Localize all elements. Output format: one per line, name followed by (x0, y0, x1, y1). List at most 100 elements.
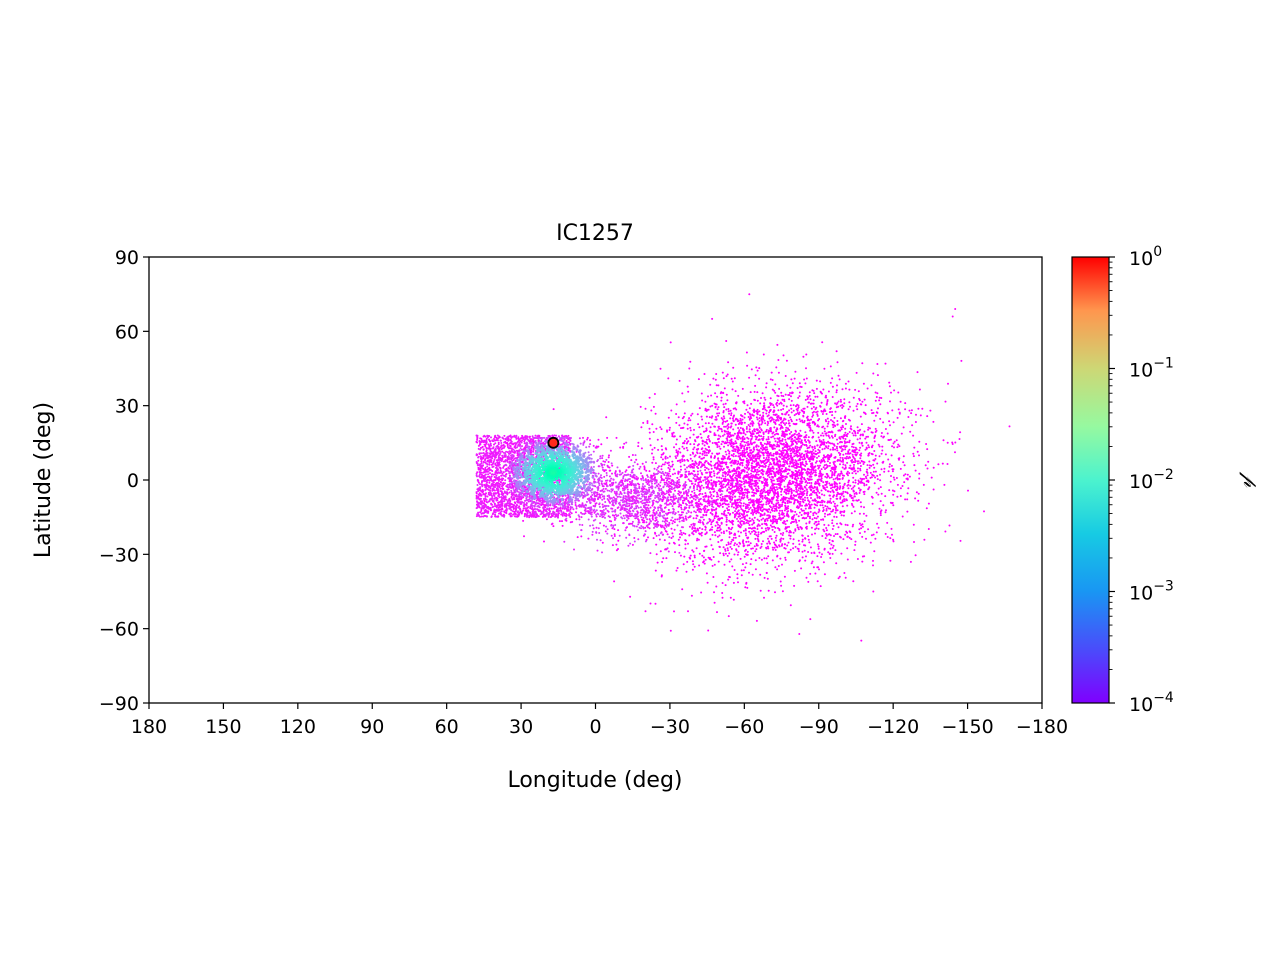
scatter-point (744, 491, 747, 494)
scatter-point (671, 435, 674, 438)
scatter-point (825, 533, 828, 535)
scatter-point (813, 423, 816, 426)
scatter-point (922, 483, 925, 486)
scatter-point (892, 538, 895, 541)
scatter-point (793, 377, 796, 380)
scatter-point (681, 588, 684, 591)
scatter-point (701, 425, 704, 428)
scatter-point (835, 350, 838, 353)
scatter-point (846, 558, 849, 561)
scatter-point (760, 435, 763, 438)
scatter-point (763, 447, 766, 450)
scatter-point (834, 533, 837, 536)
scatter-point (832, 500, 835, 503)
scatter-point (730, 477, 733, 480)
scatter-point (756, 462, 759, 464)
scatter-point (884, 362, 887, 365)
scatter-point (726, 507, 729, 510)
scatter-point (694, 454, 697, 457)
scatter-point (707, 395, 709, 398)
scatter-point (648, 470, 651, 473)
scatter-point (858, 528, 861, 531)
scatter-point (664, 524, 667, 527)
scatter-point (789, 475, 792, 478)
scatter-point (784, 556, 787, 559)
scatter-point (769, 524, 772, 527)
scatter-point (823, 500, 826, 503)
scatter-point (841, 477, 844, 479)
scatter-point (781, 563, 783, 566)
scatter-point (859, 467, 862, 470)
scatter-point (815, 387, 818, 390)
scatter-point (831, 539, 834, 542)
scatter-point (766, 562, 769, 565)
scatter-point (700, 448, 703, 451)
scatter-point (818, 491, 821, 494)
scatter-point (709, 557, 711, 559)
scatter-point (725, 340, 728, 342)
scatter-point (815, 379, 818, 382)
scatter-point (729, 475, 732, 478)
scatter-point (753, 460, 756, 463)
scatter-point (834, 549, 837, 552)
scatter-point (873, 419, 876, 422)
scatter-point (924, 464, 927, 467)
scatter-point (766, 514, 769, 517)
scatter-point (710, 460, 712, 463)
scatter-point (739, 427, 742, 429)
scatter-point (697, 378, 700, 381)
scatter-point (748, 467, 751, 470)
scatter-point (782, 404, 785, 407)
scatter-point (626, 483, 629, 486)
scatter-point (725, 453, 728, 456)
scatter-point (810, 482, 813, 484)
scatter-point (827, 551, 830, 554)
scatter-point (821, 504, 824, 507)
scatter-point (759, 402, 762, 405)
scatter-point (692, 448, 695, 451)
scatter-point (841, 459, 844, 462)
scatter-point (744, 479, 747, 482)
scatter-point (803, 477, 806, 479)
scatter-point (746, 448, 749, 451)
scatter-point (767, 517, 770, 520)
scatter-point (737, 525, 740, 528)
scatter-point (716, 408, 719, 411)
scatter-point (761, 437, 764, 440)
scatter-point (802, 355, 805, 358)
scatter-point (698, 407, 701, 410)
scatter-point (870, 409, 873, 412)
scatter-point (838, 488, 841, 490)
scatter-point (726, 441, 729, 444)
scatter-point (711, 564, 714, 567)
scatter-point (876, 392, 879, 395)
scatter-point (819, 585, 822, 588)
scatter-point (926, 415, 929, 418)
scatter-point (726, 424, 729, 427)
scatter-point (672, 495, 675, 498)
scatter-point (743, 448, 746, 450)
scatter-point (652, 537, 655, 540)
scatter-point (755, 534, 758, 537)
scatter-point (715, 476, 718, 479)
scatter-point (748, 524, 751, 526)
scatter-point (844, 427, 847, 430)
scatter-point (732, 520, 735, 523)
scatter-point (846, 452, 849, 455)
scatter-point (725, 408, 728, 411)
scatter-point (675, 569, 678, 572)
scatter-point (685, 446, 688, 449)
scatter-point (789, 452, 792, 455)
scatter-point (842, 463, 845, 466)
scatter-point (752, 446, 755, 449)
scatter-point (727, 541, 730, 544)
scatter-point (790, 483, 792, 486)
scatter-point (635, 458, 638, 461)
scatter-point (959, 431, 962, 434)
scatter-point (781, 431, 784, 434)
scatter-point (851, 499, 854, 502)
scatter-point (804, 496, 806, 499)
scatter-point (730, 540, 733, 543)
scatter-point (756, 408, 759, 411)
